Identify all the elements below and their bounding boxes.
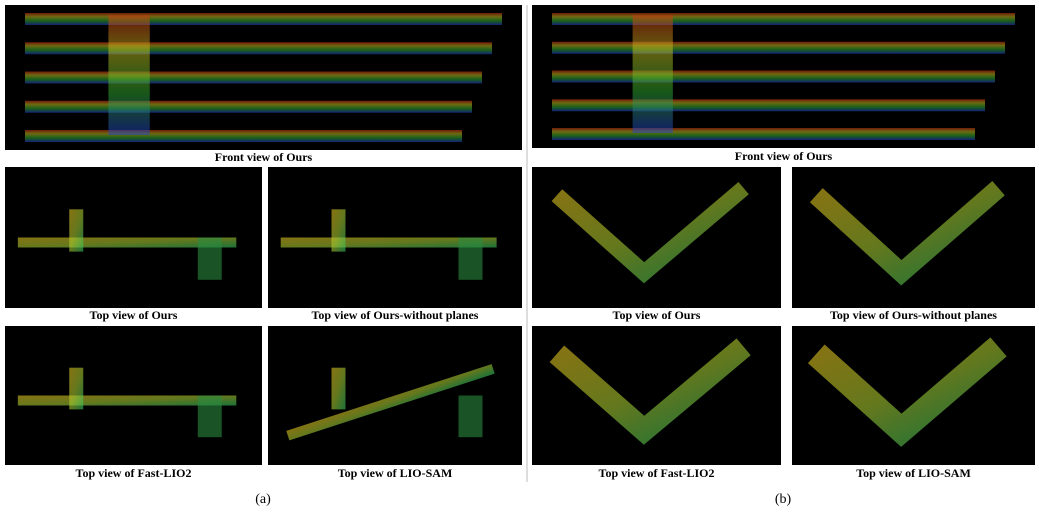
- point-cloud-stripe: [552, 99, 985, 111]
- point-cloud-block: [198, 238, 222, 280]
- caption: Front view of Ours: [735, 149, 833, 163]
- point-cloud-block: [69, 209, 83, 251]
- caption: Top view of Ours-without planes: [312, 308, 479, 322]
- point-cloud-block: [459, 238, 483, 280]
- point-cloud-stripe: [25, 13, 502, 25]
- point-cloud-stripe: [25, 130, 462, 142]
- point-cloud-stripe: [552, 128, 975, 140]
- caption: Top view of LIO-SAM: [856, 466, 971, 480]
- point-cloud-block: [459, 396, 483, 438]
- point-cloud-block: [633, 15, 673, 133]
- figure: Front view of Ours Top view of Ours Top vi…: [0, 0, 1039, 516]
- point-cloud-block: [69, 368, 83, 410]
- caption: Top view of Fast-LIO2: [599, 466, 715, 480]
- caption: Top view of Ours: [613, 308, 701, 322]
- point-cloud-block: [108, 15, 149, 135]
- point-cloud-stripe: [25, 42, 492, 54]
- caption: Top view of LIO-SAM: [338, 466, 453, 480]
- caption: Top view of Ours: [90, 308, 178, 322]
- point-cloud-stripe: [552, 13, 1015, 25]
- point-cloud-block: [332, 368, 346, 410]
- point-cloud-block: [198, 396, 222, 438]
- point-cloud-stripe: [552, 42, 1005, 54]
- point-cloud-stripe: [25, 72, 482, 84]
- point-cloud-stripe: [552, 71, 995, 83]
- caption: Front view of Ours: [215, 150, 313, 164]
- subfigure-label: (a): [255, 492, 271, 507]
- point-cloud-block: [332, 209, 346, 251]
- point-cloud-stripe: [25, 101, 472, 113]
- caption: Top view of Fast-LIO2: [76, 466, 192, 480]
- caption: Top view of Ours-without planes: [830, 308, 997, 322]
- subfigure-label: (b): [775, 492, 792, 507]
